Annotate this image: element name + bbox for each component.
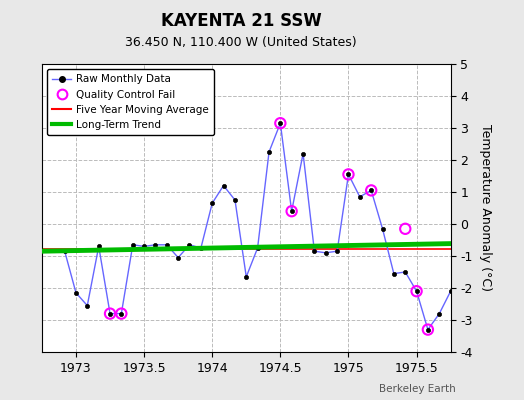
Quality Control Fail bbox=[401, 226, 409, 232]
Quality Control Fail bbox=[288, 208, 296, 214]
Raw Monthly Data bbox=[255, 246, 261, 250]
Raw Monthly Data bbox=[61, 249, 68, 254]
Raw Monthly Data bbox=[152, 242, 159, 247]
Raw Monthly Data bbox=[436, 311, 442, 316]
Raw Monthly Data bbox=[187, 242, 193, 247]
Raw Monthly Data bbox=[447, 289, 454, 294]
Quality Control Fail bbox=[344, 171, 353, 178]
Raw Monthly Data bbox=[118, 311, 125, 316]
Raw Monthly Data bbox=[243, 274, 249, 279]
Raw Monthly Data bbox=[413, 289, 420, 294]
Text: 36.450 N, 110.400 W (United States): 36.450 N, 110.400 W (United States) bbox=[125, 36, 357, 49]
Legend: Raw Monthly Data, Quality Control Fail, Five Year Moving Average, Long-Term Tren: Raw Monthly Data, Quality Control Fail, … bbox=[47, 69, 214, 135]
Raw Monthly Data bbox=[84, 303, 91, 308]
Quality Control Fail bbox=[117, 310, 126, 317]
Raw Monthly Data bbox=[425, 327, 431, 332]
Raw Monthly Data bbox=[232, 198, 238, 202]
Raw Monthly Data bbox=[334, 249, 340, 254]
Raw Monthly Data bbox=[209, 201, 215, 206]
Raw Monthly Data bbox=[277, 121, 283, 126]
Quality Control Fail bbox=[424, 326, 432, 333]
Raw Monthly Data bbox=[289, 209, 295, 214]
Raw Monthly Data bbox=[391, 271, 397, 276]
Quality Control Fail bbox=[469, 248, 477, 254]
Y-axis label: Temperature Anomaly (°C): Temperature Anomaly (°C) bbox=[479, 124, 492, 292]
Raw Monthly Data bbox=[300, 151, 306, 156]
Raw Monthly Data bbox=[129, 242, 136, 247]
Quality Control Fail bbox=[367, 187, 375, 194]
Raw Monthly Data bbox=[368, 188, 374, 193]
Line: Raw Monthly Data: Raw Monthly Data bbox=[62, 121, 475, 332]
Raw Monthly Data bbox=[221, 183, 227, 188]
Raw Monthly Data bbox=[402, 270, 408, 274]
Raw Monthly Data bbox=[311, 249, 318, 254]
Raw Monthly Data bbox=[470, 249, 476, 254]
Raw Monthly Data bbox=[266, 150, 272, 154]
Raw Monthly Data bbox=[459, 290, 465, 295]
Quality Control Fail bbox=[412, 288, 421, 294]
Raw Monthly Data bbox=[198, 246, 204, 250]
Raw Monthly Data bbox=[323, 250, 329, 255]
Raw Monthly Data bbox=[357, 194, 363, 199]
Raw Monthly Data bbox=[73, 290, 79, 295]
Raw Monthly Data bbox=[379, 226, 386, 231]
Raw Monthly Data bbox=[163, 242, 170, 247]
Raw Monthly Data bbox=[345, 172, 352, 177]
Raw Monthly Data bbox=[175, 255, 181, 260]
Raw Monthly Data bbox=[95, 244, 102, 249]
Quality Control Fail bbox=[276, 120, 285, 126]
Text: Berkeley Earth: Berkeley Earth bbox=[379, 384, 456, 394]
Text: KAYENTA 21 SSW: KAYENTA 21 SSW bbox=[161, 12, 321, 30]
Raw Monthly Data bbox=[141, 244, 147, 249]
Quality Control Fail bbox=[106, 310, 114, 317]
Raw Monthly Data bbox=[107, 311, 113, 316]
